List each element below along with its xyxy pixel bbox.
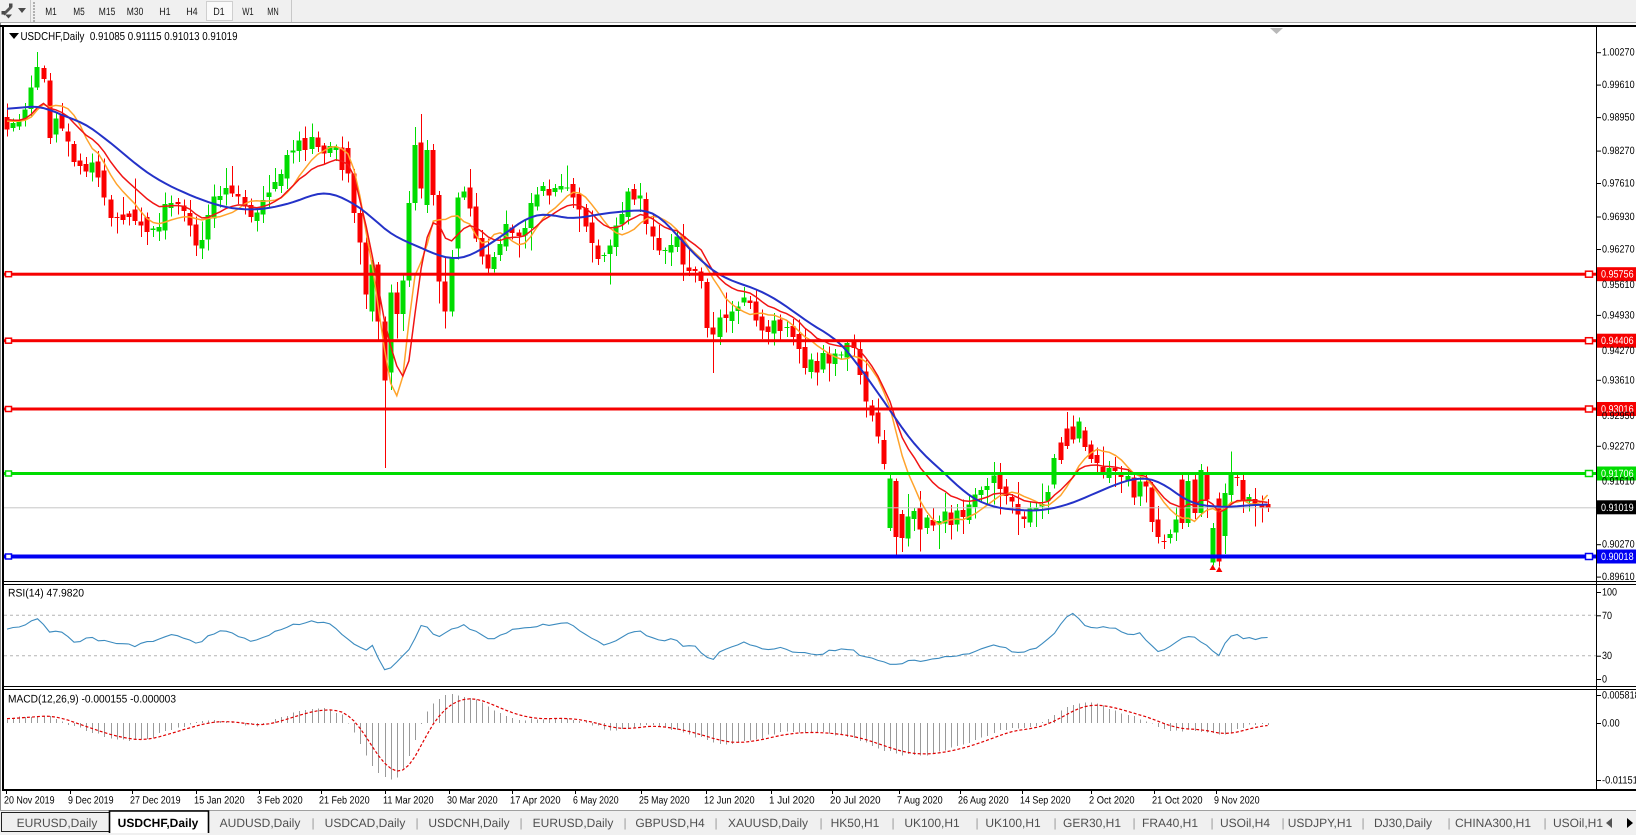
svg-text:MN: MN (267, 6, 279, 18)
svg-text:2 Oct 2020: 2 Oct 2020 (1089, 795, 1135, 807)
svg-text:0.00: 0.00 (1602, 718, 1620, 730)
svg-text:UK100,H1: UK100,H1 (904, 816, 960, 830)
svg-text:3 Feb 2020: 3 Feb 2020 (257, 795, 303, 807)
svg-text:0: 0 (1602, 674, 1607, 686)
svg-text:M1: M1 (45, 6, 57, 18)
svg-text:FRA40,H1: FRA40,H1 (1142, 816, 1198, 830)
svg-text:0.005818: 0.005818 (1602, 690, 1636, 702)
svg-text:70: 70 (1602, 610, 1612, 622)
svg-text:0.89610: 0.89610 (1602, 571, 1635, 583)
svg-text:MACD(12,26,9) -0.000155 -0.000: MACD(12,26,9) -0.000155 -0.000003 (8, 694, 176, 706)
svg-text:17 Apr 2020: 17 Apr 2020 (510, 795, 561, 807)
svg-text:|: | (1447, 816, 1450, 830)
svg-text:|: | (975, 816, 978, 830)
svg-text:EURUSD,Daily: EURUSD,Daily (533, 816, 614, 830)
svg-text:DJ30,Daily: DJ30,Daily (1374, 816, 1432, 830)
svg-text:|: | (714, 816, 717, 830)
svg-text:0.96930: 0.96930 (1602, 211, 1635, 223)
svg-text:0.96270: 0.96270 (1602, 244, 1635, 256)
svg-text:|: | (1132, 816, 1135, 830)
svg-text:0.91019: 0.91019 (1601, 502, 1634, 514)
svg-text:12 Jun 2020: 12 Jun 2020 (704, 795, 755, 807)
svg-text:USDJPY,H1: USDJPY,H1 (1288, 816, 1353, 830)
svg-text:26 Aug 2020: 26 Aug 2020 (958, 795, 1009, 807)
svg-text:D1: D1 (213, 6, 225, 18)
svg-text:0.90018: 0.90018 (1601, 551, 1634, 563)
svg-text:20 Nov 2019: 20 Nov 2019 (4, 795, 55, 807)
svg-text:0.95756: 0.95756 (1601, 269, 1634, 281)
svg-text:USDCHF,Daily 0.91085 0.91115: USDCHF,Daily 0.91085 0.91115 0.91013 0.9… (21, 31, 238, 43)
svg-text:0.90270: 0.90270 (1602, 539, 1635, 551)
svg-text:|: | (1543, 816, 1546, 830)
svg-text:UK100,H1: UK100,H1 (985, 816, 1041, 830)
svg-text:20 Jul 2020: 20 Jul 2020 (830, 795, 881, 807)
svg-text:|: | (623, 816, 626, 830)
svg-text:GER30,H1: GER30,H1 (1063, 816, 1121, 830)
svg-text:EURUSD,Daily: EURUSD,Daily (17, 816, 98, 830)
svg-text:0.93016: 0.93016 (1601, 404, 1634, 416)
svg-text:USOil,H4: USOil,H4 (1220, 816, 1270, 830)
svg-text:USOil,H1: USOil,H1 (1553, 816, 1603, 830)
svg-text:0.95610: 0.95610 (1602, 279, 1635, 291)
svg-text:M5: M5 (73, 6, 85, 18)
svg-text:0.91610: 0.91610 (1602, 476, 1635, 488)
svg-text:RSI(14) 47.9820: RSI(14) 47.9820 (8, 588, 84, 600)
svg-text:6 May 2020: 6 May 2020 (573, 795, 619, 807)
svg-text:AUDUSD,Daily: AUDUSD,Daily (220, 816, 301, 830)
svg-text:15 Jan 2020: 15 Jan 2020 (194, 795, 245, 807)
svg-text:0.93610: 0.93610 (1602, 374, 1635, 386)
svg-text:30 Mar 2020: 30 Mar 2020 (447, 795, 498, 807)
svg-text:25 May 2020: 25 May 2020 (639, 795, 690, 807)
svg-text:|: | (311, 816, 314, 830)
svg-text:|: | (1053, 816, 1056, 830)
svg-text:|: | (415, 816, 418, 830)
svg-text:9 Dec 2019: 9 Dec 2019 (68, 795, 114, 807)
svg-text:21 Oct 2020: 21 Oct 2020 (1152, 795, 1203, 807)
svg-text:30: 30 (1602, 650, 1612, 662)
svg-text:7 Aug 2020: 7 Aug 2020 (897, 795, 943, 807)
svg-text:USDCNH,Daily: USDCNH,Daily (428, 816, 509, 830)
svg-text:|: | (891, 816, 894, 830)
svg-text:-0.01151: -0.01151 (1602, 775, 1636, 787)
svg-text:USDCHF,Daily: USDCHF,Daily (118, 816, 199, 830)
svg-text:|: | (1281, 816, 1284, 830)
svg-text:XAUUSD,Daily: XAUUSD,Daily (728, 816, 808, 830)
svg-text:USDCAD,Daily: USDCAD,Daily (325, 816, 406, 830)
svg-text:0.97610: 0.97610 (1602, 178, 1635, 190)
svg-text:0.91706: 0.91706 (1601, 468, 1634, 480)
svg-text:|: | (819, 816, 822, 830)
svg-text:9 Nov 2020: 9 Nov 2020 (1214, 795, 1260, 807)
svg-text:0.94406: 0.94406 (1601, 335, 1634, 347)
svg-text:21 Feb 2020: 21 Feb 2020 (319, 795, 370, 807)
svg-text:100: 100 (1602, 587, 1617, 599)
svg-text:0.98950: 0.98950 (1602, 112, 1635, 124)
svg-text:27 Dec 2019: 27 Dec 2019 (130, 795, 181, 807)
svg-text:1.00270: 1.00270 (1602, 47, 1635, 59)
svg-text:H1: H1 (159, 6, 171, 18)
svg-text:M30: M30 (127, 6, 144, 18)
svg-text:14 Sep 2020: 14 Sep 2020 (1020, 795, 1071, 807)
svg-text:11 Mar 2020: 11 Mar 2020 (383, 795, 434, 807)
svg-text:W1: W1 (242, 6, 254, 18)
svg-text:1 Jul 2020: 1 Jul 2020 (769, 795, 815, 807)
svg-text:0.92950: 0.92950 (1602, 410, 1635, 422)
svg-text:0.98270: 0.98270 (1602, 145, 1635, 157)
svg-text:|: | (1361, 816, 1364, 830)
svg-text:0.94270: 0.94270 (1602, 345, 1635, 357)
svg-text:0.92270: 0.92270 (1602, 440, 1635, 452)
svg-text:0.99610: 0.99610 (1602, 79, 1635, 91)
svg-text:CHINA300,H1: CHINA300,H1 (1455, 816, 1531, 830)
svg-text:HK50,H1: HK50,H1 (831, 816, 880, 830)
svg-text:H4: H4 (186, 6, 198, 18)
svg-text:GBPUSD,H4: GBPUSD,H4 (635, 816, 705, 830)
svg-text:M15: M15 (99, 6, 116, 18)
svg-text:|: | (519, 816, 522, 830)
svg-text:0.94930: 0.94930 (1602, 309, 1635, 321)
svg-text:|: | (1210, 816, 1213, 830)
